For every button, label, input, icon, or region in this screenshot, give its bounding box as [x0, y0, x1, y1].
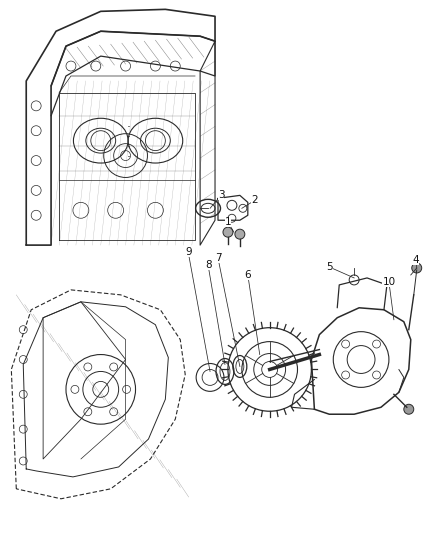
Text: 9: 9	[185, 247, 191, 257]
Text: 1: 1	[225, 217, 231, 227]
Circle shape	[235, 229, 245, 239]
Text: 5: 5	[326, 262, 332, 272]
Text: 8: 8	[205, 260, 212, 270]
Text: 4: 4	[413, 255, 419, 265]
Text: 10: 10	[382, 277, 396, 287]
Text: 7: 7	[215, 253, 221, 263]
Circle shape	[412, 263, 422, 273]
Circle shape	[223, 227, 233, 237]
Text: 6: 6	[244, 270, 251, 280]
Circle shape	[404, 404, 414, 414]
Text: 2: 2	[251, 196, 258, 205]
Text: 3: 3	[218, 190, 224, 200]
